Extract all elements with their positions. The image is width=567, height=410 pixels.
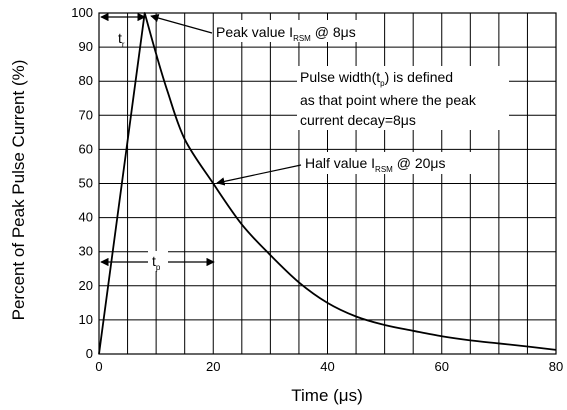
half-leader <box>216 164 302 186</box>
pulse-width-line1-prefix: Pulse width(t <box>300 69 380 85</box>
x-tick-label: 60 <box>435 359 449 374</box>
half-label: Half value IRSM @ 20μs <box>305 155 445 174</box>
tr-label-sub: r <box>122 40 125 49</box>
half-label-sub: RSM <box>375 165 393 174</box>
half-label-prefix: Half value I <box>305 155 375 171</box>
pulse-width-line1-sub: p <box>380 79 385 88</box>
pulse-width-bg <box>297 66 509 130</box>
pulse-curve <box>98 12 557 355</box>
tp-label-sub: p <box>156 263 161 272</box>
half-label-suffix: @ 20μs <box>393 155 446 171</box>
peak-label-bg <box>214 20 380 42</box>
y-tick-label: 100 <box>71 5 93 20</box>
tick-labels: 0 10 20 30 40 50 60 70 80 90 100 0 20 40 60 80 <box>71 5 563 374</box>
y-tick-label: 80 <box>79 73 93 88</box>
peak-label-prefix: Peak value I <box>216 24 293 40</box>
x-axis-title: Time (μs) <box>291 386 363 405</box>
tr-label-main: t <box>118 30 122 46</box>
x-tick-label: 20 <box>206 359 220 374</box>
y-axis-title: Percent of Peak Pulse Current (%) <box>9 60 28 321</box>
x-tick-label: 40 <box>320 359 334 374</box>
plot-frame <box>98 12 557 355</box>
y-tick-label: 40 <box>79 210 93 225</box>
x-tick-label: 80 <box>549 359 563 374</box>
y-tick-label: 10 <box>79 312 93 327</box>
y-tick-label: 20 <box>79 278 93 293</box>
y-tick-label: 70 <box>79 107 93 122</box>
tp-label: tp <box>152 253 161 272</box>
y-tick-label: 30 <box>79 244 93 259</box>
peak-label: Peak value IRSM @ 8μs <box>216 24 356 43</box>
tr-label: tr <box>118 30 125 49</box>
pulse-width-line3: current decay=8μs <box>300 112 416 128</box>
peak-leader <box>150 13 213 34</box>
tp-label-main: t <box>152 253 156 269</box>
tp-label-bg <box>148 251 168 271</box>
y-tick-label: 90 <box>79 39 93 54</box>
y-tick-label: 50 <box>79 176 93 191</box>
peak-label-sub: RSM <box>293 34 311 43</box>
pulse-width-line1: Pulse width(tp) is defined <box>300 69 453 88</box>
y-tick-label: 0 <box>86 346 93 361</box>
pulse-width-line1-suffix: ) is defined <box>385 69 453 85</box>
peak-label-suffix: @ 8μs <box>311 24 356 40</box>
pulse-width-line2: as that point where the peak <box>300 92 477 108</box>
x-tick-label: 0 <box>95 359 102 374</box>
y-tick-label: 60 <box>79 141 93 156</box>
half-label-bg <box>303 152 486 174</box>
